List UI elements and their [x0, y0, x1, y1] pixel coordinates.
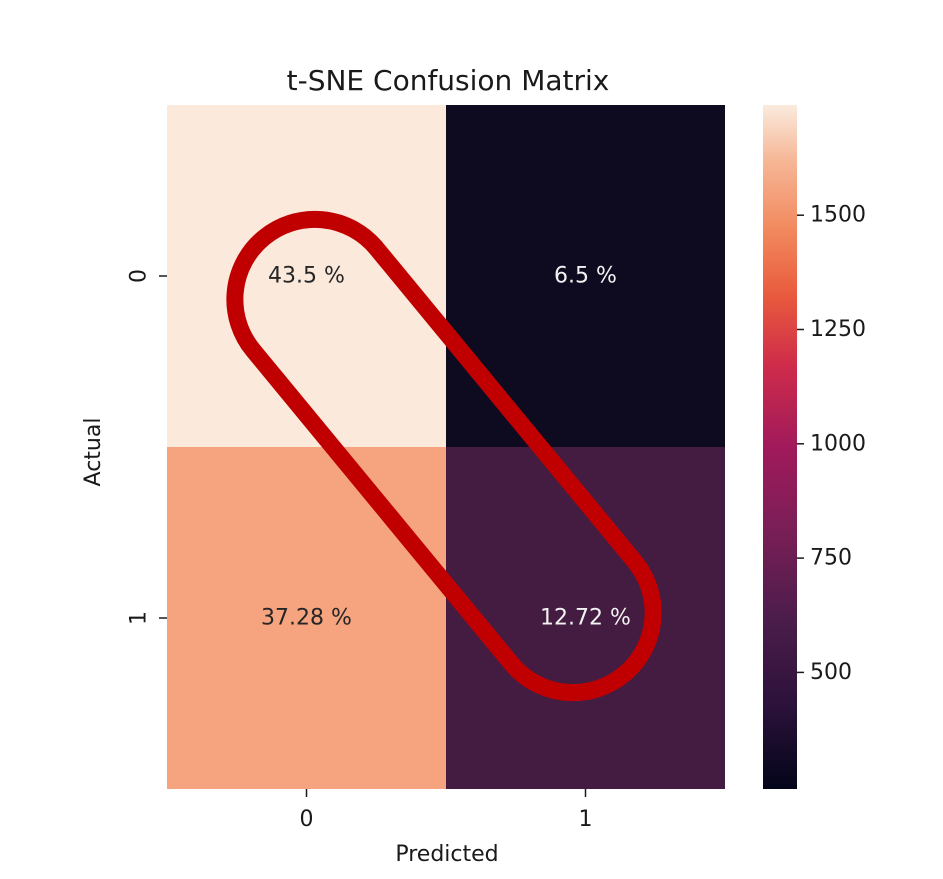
chart-title: t-SNE Confusion Matrix: [287, 64, 610, 97]
x-tick-label-0: 0: [300, 807, 314, 832]
colorbar-tick-label-3: 1250: [810, 317, 866, 342]
colorbar-bar: [763, 105, 797, 789]
colorbar-tick-label-0: 500: [810, 660, 852, 685]
x-axis-label: Predicted: [395, 842, 498, 867]
colorbar: 500 750 1000 1250 1500: [763, 105, 866, 789]
y-axis-label: Actual: [81, 418, 106, 487]
diagonal-highlight-outline: [226, 210, 662, 702]
colorbar-tick-label-4: 1500: [810, 203, 866, 228]
colorbar-tick-label-1: 750: [810, 546, 852, 571]
cell-value-label-0-1: 6.5 %: [554, 264, 617, 289]
heatmap-cell-1-0: [167, 447, 446, 789]
colorbar-tick-label-2: 1000: [810, 431, 866, 456]
cell-value-label-1-1: 12.72 %: [540, 606, 631, 631]
y-tick-label-0: 0: [127, 269, 152, 283]
cell-value-label-1-0: 37.28 %: [261, 606, 352, 631]
x-tick-label-1: 1: [579, 807, 593, 832]
y-tick-label-1: 1: [127, 611, 152, 625]
heatmap-cells: 43.5 % 6.5 % 37.28 % 12.72 %: [167, 105, 725, 789]
y-axis: 01: [127, 269, 167, 625]
cell-value-label-0-0: 43.5 %: [268, 264, 345, 289]
